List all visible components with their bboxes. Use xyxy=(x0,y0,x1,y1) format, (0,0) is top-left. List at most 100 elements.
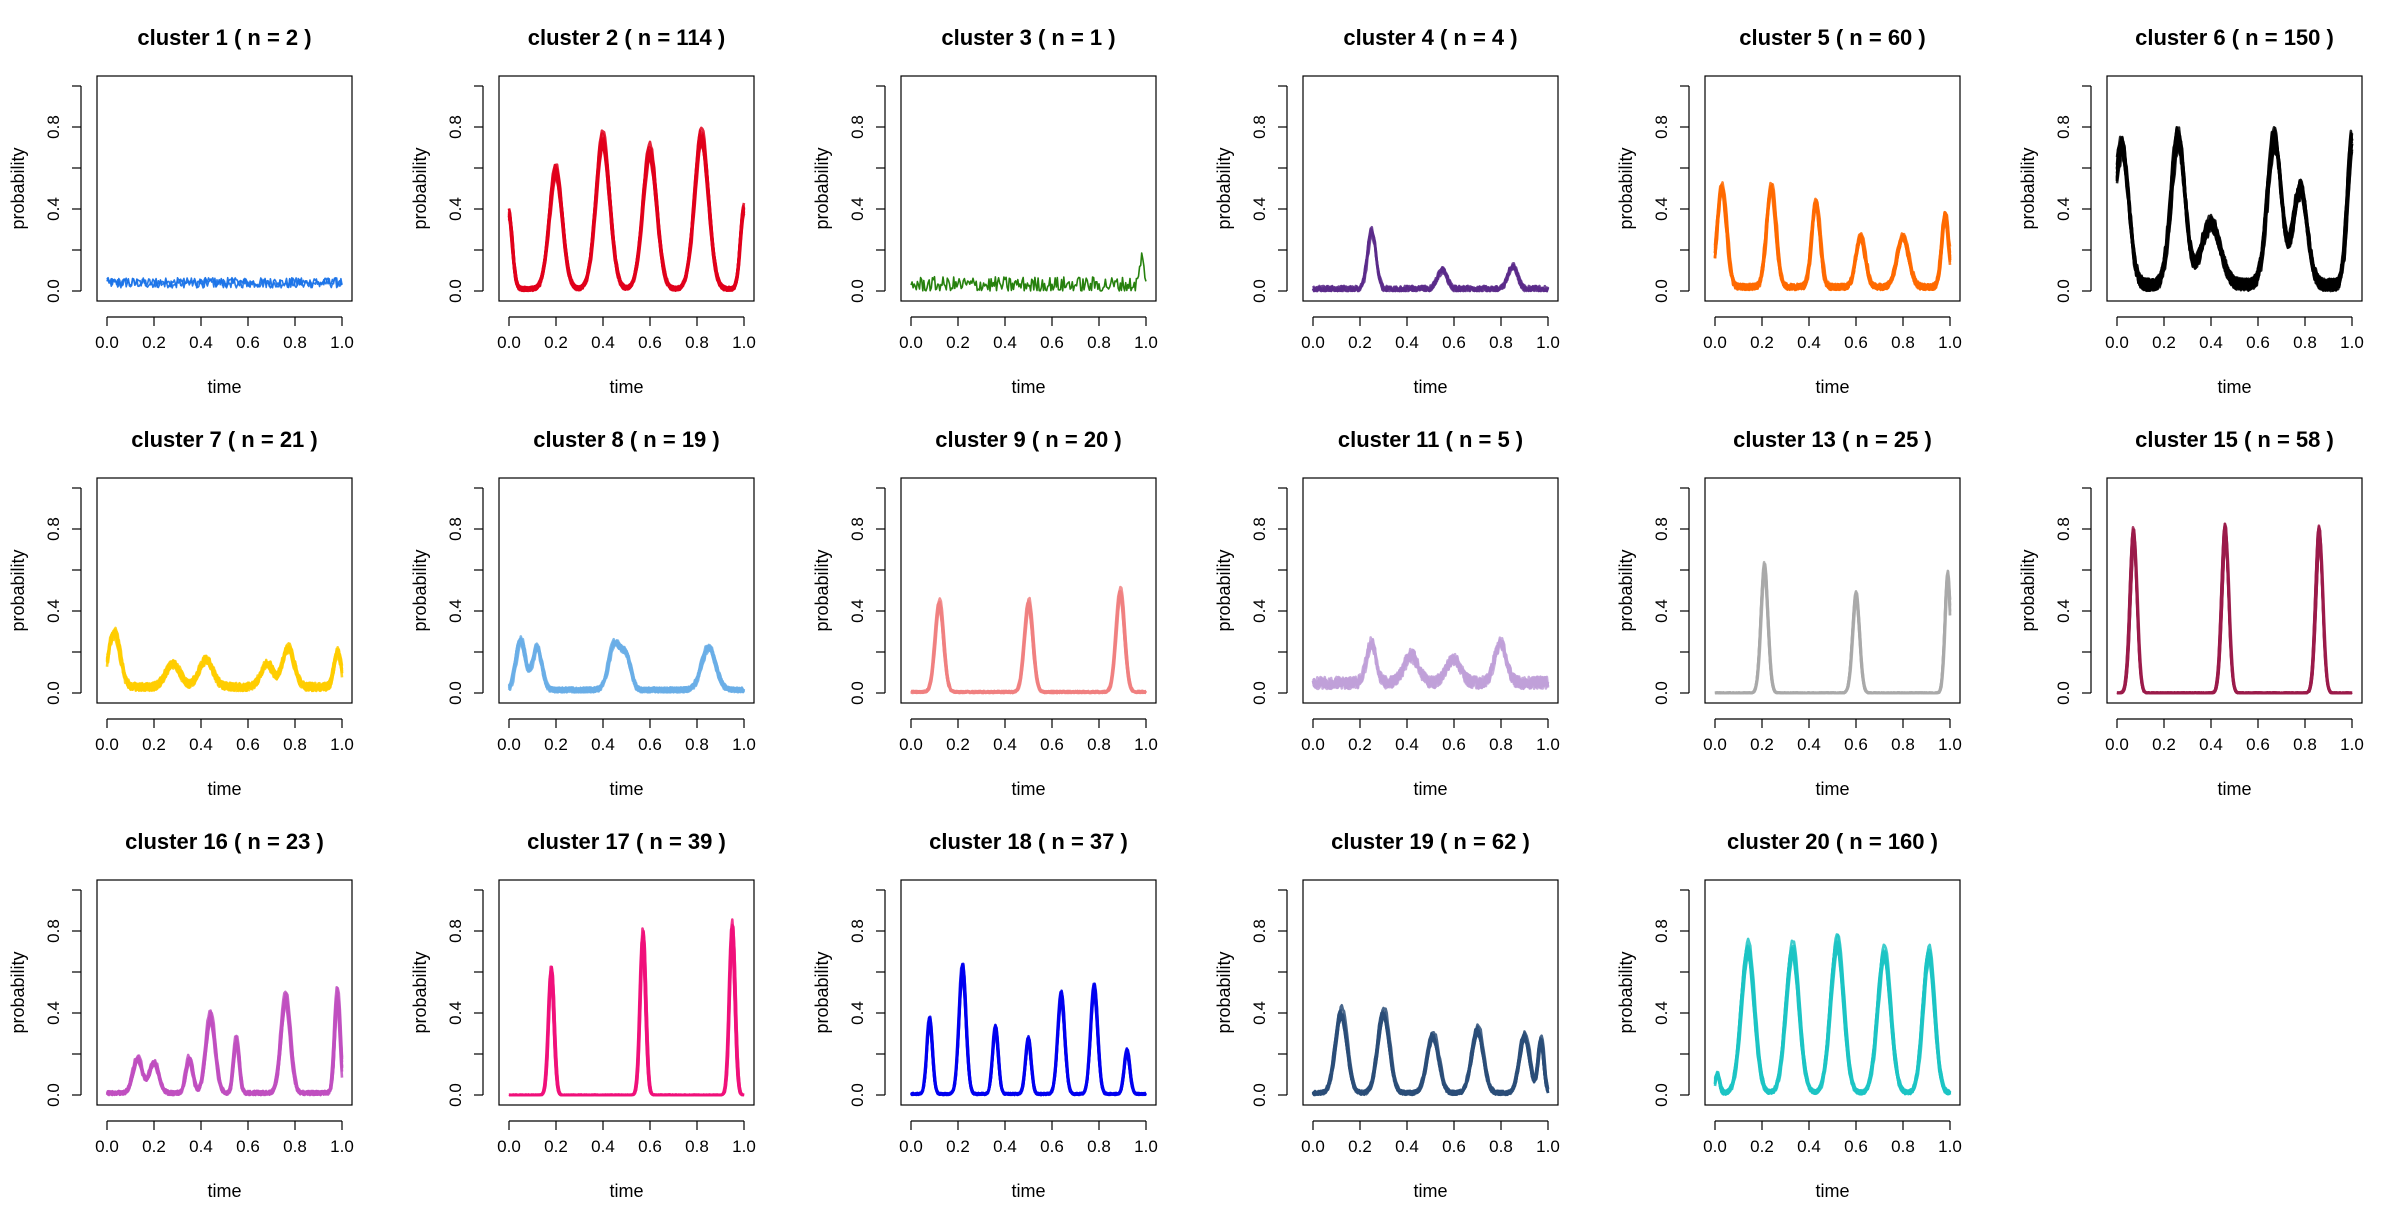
x-axis: 0.0 0.2 0.4 0.6 0.8 1.0 xyxy=(1703,718,1962,754)
plot-frame xyxy=(1704,75,1961,302)
y-axis-label: probability xyxy=(1616,951,1636,1033)
x-tick-label: 0.4 xyxy=(591,333,615,352)
x-tick-label: 1.0 xyxy=(1536,1137,1560,1156)
y-tick-label: 0.4 xyxy=(848,197,867,221)
y-axis-label: probability xyxy=(410,951,430,1033)
x-tick-label: 0.0 xyxy=(497,735,521,754)
series-line xyxy=(105,631,344,693)
x-tick-label: 0.0 xyxy=(1301,1137,1325,1156)
series-line xyxy=(2115,138,2354,292)
x-tick-label: 0.4 xyxy=(1797,1137,1821,1156)
x-tick-label: 0.4 xyxy=(1395,1137,1419,1156)
y-tick-label: 0.8 xyxy=(1250,115,1269,139)
x-tick-label: 0.6 xyxy=(1844,1137,1868,1156)
x-tick-label: 0.2 xyxy=(544,1137,568,1156)
panel-title: cluster 3 ( n = 1 ) xyxy=(941,25,1115,50)
x-tick-label: 0.2 xyxy=(1348,735,1372,754)
x-tick-label: 0.0 xyxy=(899,735,923,754)
y-axis: 0.0 0.4 0.8 xyxy=(1652,85,1690,303)
x-tick-label: 1.0 xyxy=(2340,333,2364,352)
x-tick-label: 0.6 xyxy=(1040,735,1064,754)
x-tick-label: 0.6 xyxy=(638,735,662,754)
y-axis: 0.0 0.4 0.8 xyxy=(44,85,82,303)
x-tick-label: 0.8 xyxy=(283,333,307,352)
x-tick-label: 1.0 xyxy=(1536,333,1560,352)
x-tick-label: 0.8 xyxy=(685,1137,709,1156)
series-line xyxy=(2115,135,2354,292)
x-axis-label: time xyxy=(2217,377,2251,397)
y-axis: 0.0 0.4 0.8 xyxy=(1250,487,1288,705)
panel-title: cluster 2 ( n = 114 ) xyxy=(528,25,725,50)
series-lines xyxy=(1311,1004,1550,1097)
plot-frame xyxy=(1302,879,1559,1106)
x-tick-label: 0.2 xyxy=(1750,735,1774,754)
x-tick-label: 0.6 xyxy=(638,333,662,352)
y-axis-label: probability xyxy=(410,147,430,229)
series-line xyxy=(910,252,1147,292)
panel-6: cluster 6 ( n = 150 ) 0.0 0.2 0.4 0.6 0.8 1.0 t… xyxy=(2018,25,2364,397)
y-tick-label: 0.4 xyxy=(1250,599,1269,623)
plot-frame xyxy=(900,879,1157,1106)
panel-title: cluster 19 ( n = 62 ) xyxy=(1331,829,1530,854)
y-axis: 0.0 0.4 0.8 xyxy=(44,889,82,1107)
x-tick-label: 0.2 xyxy=(2152,735,2176,754)
x-tick-label: 0.6 xyxy=(236,735,260,754)
y-tick-label: 0.4 xyxy=(446,197,465,221)
x-axis: 0.0 0.2 0.4 0.6 0.8 1.0 xyxy=(497,1120,756,1156)
x-tick-label: 0.6 xyxy=(1040,1137,1064,1156)
y-tick-label: 0.8 xyxy=(446,919,465,943)
series-line xyxy=(910,971,1147,1097)
x-tick-label: 0.2 xyxy=(946,333,970,352)
x-tick-label: 0.4 xyxy=(2199,735,2223,754)
plot-frame xyxy=(96,477,353,704)
x-tick-label: 1.0 xyxy=(1938,735,1962,754)
panel-7: cluster 7 ( n = 21 ) 0.0 0.2 0.4 0.6 0.8 1.0 ti… xyxy=(8,427,354,799)
x-tick-label: 1.0 xyxy=(1938,1137,1962,1156)
x-tick-label: 0.2 xyxy=(142,735,166,754)
y-axis: 0.0 0.4 0.8 xyxy=(848,889,886,1107)
panel-title: cluster 20 ( n = 160 ) xyxy=(1727,829,1938,854)
y-tick-label: 0.8 xyxy=(2054,517,2073,541)
plot-frame xyxy=(498,879,755,1106)
y-tick-label: 0.0 xyxy=(44,1083,63,1107)
x-axis-label: time xyxy=(1815,779,1849,799)
series-lines xyxy=(105,986,344,1097)
x-tick-label: 0.0 xyxy=(1301,735,1325,754)
series-line xyxy=(1714,571,1952,695)
x-tick-label: 1.0 xyxy=(1134,1137,1158,1156)
y-axis-label: probability xyxy=(8,951,28,1033)
panel-title: cluster 16 ( n = 23 ) xyxy=(125,829,324,854)
x-tick-label: 0.8 xyxy=(1489,1137,1513,1156)
x-tick-label: 0.8 xyxy=(1087,1137,1111,1156)
x-tick-label: 0.8 xyxy=(1489,333,1513,352)
y-tick-label: 0.4 xyxy=(44,599,63,623)
x-tick-label: 0.4 xyxy=(1395,333,1419,352)
plot-frame xyxy=(498,477,755,704)
panel-13: cluster 16 ( n = 23 ) 0.0 0.2 0.4 0.6 0.8 1.0 t… xyxy=(8,829,354,1201)
series-line xyxy=(2115,130,2354,292)
series-lines xyxy=(106,276,343,289)
y-tick-label: 0.8 xyxy=(446,517,465,541)
x-tick-label: 0.4 xyxy=(993,1137,1017,1156)
panel-title: cluster 13 ( n = 25 ) xyxy=(1733,427,1932,452)
y-axis-label: probability xyxy=(2018,147,2038,229)
x-axis-label: time xyxy=(609,377,643,397)
x-tick-label: 0.6 xyxy=(2246,735,2270,754)
panel-1: cluster 1 ( n = 2 ) 0.0 0.2 0.4 0.6 0.8 1.0 tim… xyxy=(8,25,354,397)
series-lines xyxy=(1714,560,1952,695)
y-axis-label: probability xyxy=(1214,549,1234,631)
series-line xyxy=(910,967,1147,1097)
x-tick-label: 1.0 xyxy=(1938,333,1962,352)
y-tick-label: 0.4 xyxy=(1250,1001,1269,1025)
y-tick-label: 0.0 xyxy=(848,279,867,303)
y-axis-label: probability xyxy=(8,549,28,631)
x-tick-label: 0.4 xyxy=(189,333,213,352)
series-line xyxy=(1714,571,1952,695)
series-line xyxy=(2115,126,2354,292)
y-tick-label: 0.8 xyxy=(848,919,867,943)
x-tick-label: 0.0 xyxy=(497,333,521,352)
x-tick-label: 0.4 xyxy=(189,1137,213,1156)
panel-title: cluster 18 ( n = 37 ) xyxy=(929,829,1128,854)
series-line xyxy=(910,969,1147,1097)
